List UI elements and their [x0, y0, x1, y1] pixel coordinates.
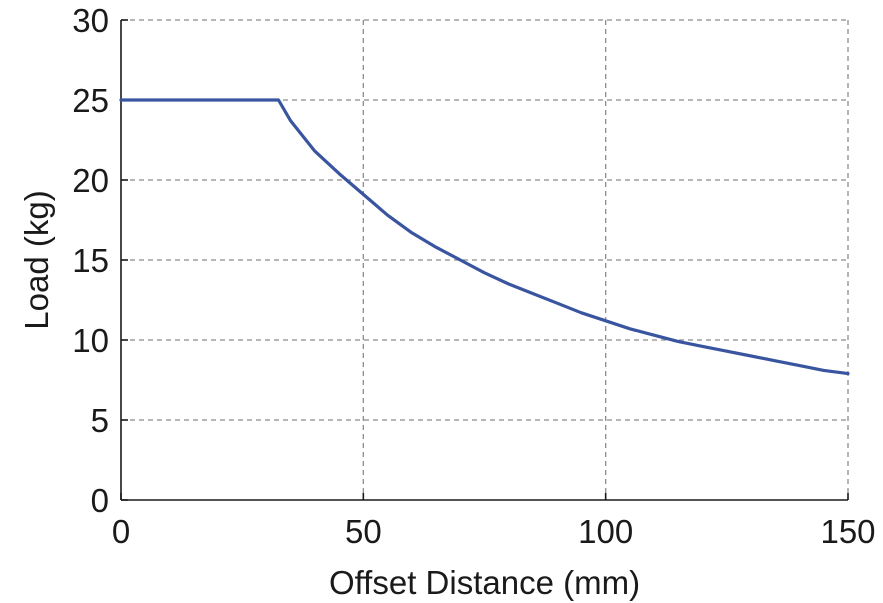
y-tick-label: 0: [91, 482, 109, 519]
series: [119, 98, 850, 376]
x-tick-label: 150: [820, 513, 875, 550]
x-tick-label: 0: [112, 513, 130, 550]
grid: [121, 19, 849, 500]
x-axis-label: Offset Distance (mm): [329, 564, 640, 601]
load-curve-line: [119, 98, 850, 376]
x-tick-label: 50: [345, 513, 382, 550]
y-tick-label: 20: [72, 162, 109, 199]
tick-labels: 0 50 100 150 0 5 10 15 20 25 30: [72, 2, 875, 550]
y-tick-label: 25: [72, 82, 109, 119]
y-tick-label: 5: [91, 402, 109, 439]
y-tick-label: 30: [72, 2, 109, 39]
x-tick-label: 100: [578, 513, 633, 550]
y-axis-label: Load (kg): [18, 190, 55, 329]
y-tick-label: 10: [72, 322, 109, 359]
y-tick-label: 15: [72, 242, 109, 279]
